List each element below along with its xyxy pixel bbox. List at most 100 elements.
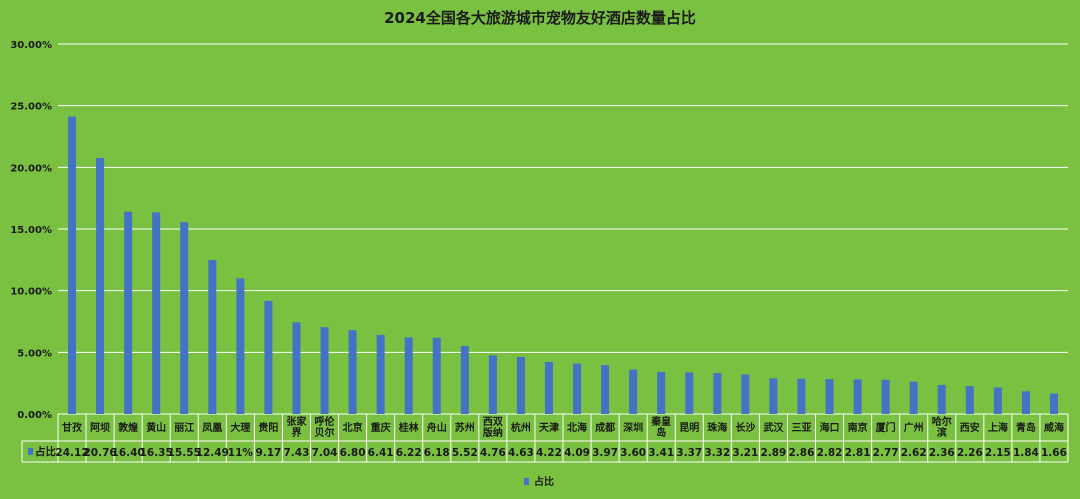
bar bbox=[292, 322, 301, 414]
x-tick-label: 丽江 bbox=[174, 421, 194, 434]
x-tick-label: 重庆 bbox=[371, 421, 391, 434]
bar bbox=[601, 365, 610, 414]
bar bbox=[713, 373, 722, 414]
data-label: 3.32 bbox=[704, 447, 730, 459]
data-label: 2.36 bbox=[929, 447, 955, 459]
bar bbox=[685, 372, 694, 414]
data-label: 4.09 bbox=[564, 447, 590, 459]
x-tick-label: 哈尔滨 bbox=[932, 415, 952, 439]
bar bbox=[348, 330, 357, 414]
bar bbox=[460, 345, 469, 414]
data-label: 4.63 bbox=[508, 447, 534, 459]
legend-label: 占比 bbox=[534, 475, 554, 488]
data-label: 3.37 bbox=[676, 447, 702, 459]
y-tick-label: 0.00% bbox=[17, 410, 52, 421]
x-tick-label: 广州 bbox=[904, 421, 924, 434]
y-tick-label: 20.00% bbox=[10, 163, 52, 174]
data-label: 5.52 bbox=[452, 447, 478, 459]
x-tick-label: 青岛 bbox=[1016, 421, 1036, 434]
data-label: 2.89 bbox=[760, 447, 786, 459]
x-tick-label: 海口 bbox=[820, 421, 840, 434]
x-tick-label: 舟山 bbox=[427, 421, 447, 434]
y-tick-label: 5.00% bbox=[17, 348, 52, 359]
x-tick-label: 苏州 bbox=[455, 421, 475, 434]
data-label: 16.35 bbox=[140, 447, 173, 459]
data-label: 11% bbox=[228, 447, 254, 459]
data-label: 1.84 bbox=[1013, 447, 1039, 459]
data-label: 1.66 bbox=[1041, 447, 1067, 459]
x-tick-label: 杭州 bbox=[511, 421, 531, 434]
data-label: 3.60 bbox=[620, 447, 646, 459]
x-tick-label: 武汉 bbox=[763, 421, 784, 434]
data-label: 6.41 bbox=[368, 447, 394, 459]
x-tick-label: 甘孜 bbox=[62, 421, 83, 434]
data-label: 3.97 bbox=[592, 447, 618, 459]
data-label: 7.04 bbox=[312, 447, 338, 459]
bar bbox=[993, 387, 1002, 414]
data-label: 3.21 bbox=[732, 447, 758, 459]
legend: 占比 bbox=[524, 475, 554, 488]
bar bbox=[629, 369, 638, 414]
bar bbox=[573, 363, 582, 414]
bar bbox=[516, 356, 525, 414]
x-tick-label: 上海 bbox=[988, 421, 1008, 434]
y-tick-label: 10.00% bbox=[10, 287, 52, 298]
x-tick-label: 南京 bbox=[848, 421, 868, 434]
bar bbox=[544, 361, 553, 414]
x-tick-label: 敦煌 bbox=[118, 421, 138, 434]
bar bbox=[825, 379, 834, 414]
data-label: 20.76 bbox=[83, 447, 116, 459]
x-tick-label: 珠海 bbox=[707, 421, 727, 434]
bar bbox=[937, 384, 946, 414]
data-label: 2.26 bbox=[957, 447, 983, 459]
x-tick-label: 呼伦贝尔 bbox=[315, 415, 336, 439]
x-tick-label: 北京 bbox=[343, 421, 363, 434]
legend-swatch bbox=[524, 478, 529, 485]
y-axis: 0.00% 5.00% 10.00% 15.00% 20.00% 25.00% 30.00% bbox=[10, 40, 52, 421]
x-tick-label: 西安 bbox=[960, 421, 980, 434]
x-tick-label: 昆明 bbox=[679, 422, 699, 434]
data-label: 2.62 bbox=[901, 447, 927, 459]
bar bbox=[68, 116, 77, 415]
data-label: 12.49 bbox=[196, 447, 229, 459]
bar bbox=[180, 222, 189, 414]
x-tick-label: 三亚 bbox=[791, 422, 811, 434]
bar bbox=[152, 212, 161, 414]
x-tick-label: 大理 bbox=[230, 421, 250, 434]
x-tick-label: 阿坝 bbox=[90, 421, 110, 434]
table-series-swatch bbox=[28, 448, 33, 455]
bar bbox=[404, 337, 413, 414]
bar bbox=[741, 374, 750, 414]
x-tick-label: 北海 bbox=[567, 421, 587, 434]
data-label: 9.17 bbox=[255, 447, 281, 459]
x-tick-label: 西双版纳 bbox=[483, 416, 503, 439]
x-tick-label: 贵阳 bbox=[258, 421, 278, 434]
data-label: 6.22 bbox=[396, 447, 422, 459]
bar bbox=[965, 386, 974, 414]
bar bbox=[124, 211, 133, 414]
data-label: 4.22 bbox=[536, 447, 562, 459]
x-tick-label: 长沙 bbox=[735, 421, 755, 434]
bar bbox=[909, 381, 918, 414]
data-label: 4.76 bbox=[480, 447, 506, 459]
data-label: 2.82 bbox=[817, 447, 843, 459]
data-label: 2.77 bbox=[873, 447, 899, 459]
bar bbox=[1049, 393, 1058, 414]
x-tick-label: 深圳 bbox=[623, 421, 643, 434]
bar bbox=[320, 327, 329, 414]
data-label: 2.15 bbox=[985, 447, 1011, 459]
chart-title: 2024全国各大旅游城市宠物友好酒店数量占比 bbox=[384, 9, 696, 27]
x-tick-label: 秦皇岛 bbox=[650, 415, 671, 439]
bar bbox=[881, 379, 890, 414]
x-tick-label: 凤凰 bbox=[202, 422, 222, 434]
bar bbox=[1021, 391, 1030, 414]
bar bbox=[657, 371, 666, 414]
x-tick-label: 张家界 bbox=[286, 415, 307, 439]
bar bbox=[797, 378, 806, 414]
x-tick-label: 成都 bbox=[595, 421, 615, 434]
data-label: 16.40 bbox=[112, 447, 145, 459]
y-tick-label: 25.00% bbox=[10, 102, 52, 113]
gridlines bbox=[58, 43, 1068, 415]
data-label: 7.43 bbox=[284, 447, 310, 459]
